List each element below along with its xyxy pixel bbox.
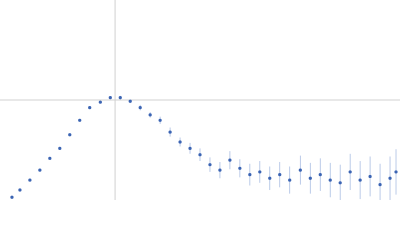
data-point bbox=[148, 113, 152, 117]
chart bbox=[0, 0, 400, 200]
data-point bbox=[348, 170, 352, 174]
data-point bbox=[394, 170, 398, 174]
data-point bbox=[158, 118, 162, 122]
data-point bbox=[278, 173, 282, 177]
data-point bbox=[368, 174, 372, 179]
page: (() => { const data = JSON.parse(documen… bbox=[0, 0, 400, 200]
data-point bbox=[328, 178, 332, 182]
data-point bbox=[218, 168, 222, 172]
data-point bbox=[338, 181, 342, 185]
data-point bbox=[268, 176, 272, 180]
data-point bbox=[88, 106, 92, 110]
data-point bbox=[378, 183, 382, 187]
data-point bbox=[38, 168, 42, 172]
data-point bbox=[138, 106, 142, 110]
data-point bbox=[208, 163, 212, 167]
data-point bbox=[28, 178, 32, 182]
data-point bbox=[68, 133, 72, 137]
data-point bbox=[188, 146, 192, 150]
data-point bbox=[308, 176, 312, 180]
data-point bbox=[238, 166, 242, 170]
data-point bbox=[288, 178, 292, 182]
data-point bbox=[248, 173, 252, 177]
data-point bbox=[168, 130, 172, 134]
data-point bbox=[108, 96, 112, 100]
data-point bbox=[10, 195, 14, 199]
data-point bbox=[198, 153, 202, 157]
data-point bbox=[58, 146, 62, 150]
data-point bbox=[98, 100, 102, 104]
data-point bbox=[228, 158, 232, 162]
data-point bbox=[358, 178, 362, 182]
data-point bbox=[298, 168, 302, 172]
data-point bbox=[178, 140, 182, 144]
data-point bbox=[258, 170, 262, 174]
data-point bbox=[118, 96, 122, 100]
data-point bbox=[318, 173, 322, 177]
data-point bbox=[128, 99, 132, 103]
data-point bbox=[388, 176, 392, 180]
data-point bbox=[78, 118, 82, 122]
data-point bbox=[48, 156, 52, 160]
data-point bbox=[18, 188, 22, 192]
